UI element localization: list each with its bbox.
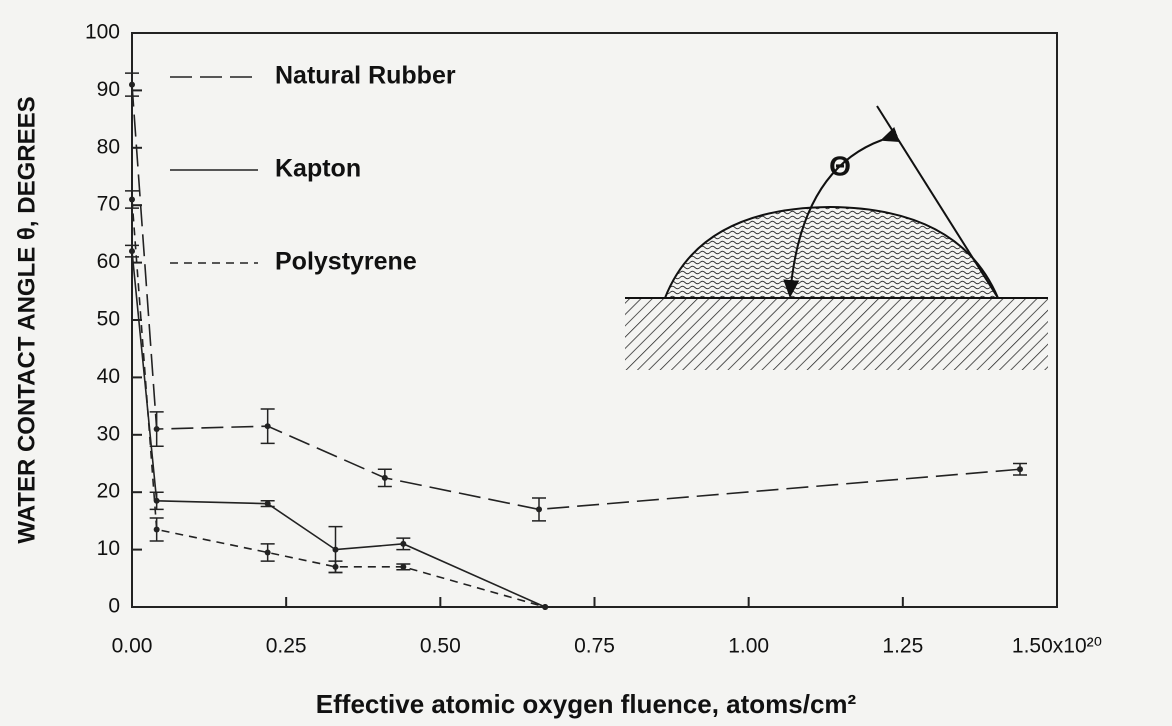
data-point [1017, 466, 1023, 472]
legend-label: Kapton [275, 155, 361, 183]
data-point [542, 604, 548, 610]
chart: Θ Effective atomic oxygen fluence, atoms… [0, 0, 1172, 726]
legend-label: Natural Rubber [275, 62, 456, 90]
data-point [382, 475, 388, 481]
y-tick-label: 50 [97, 308, 120, 331]
data-point [536, 506, 542, 512]
data-point [400, 564, 406, 570]
y-tick-label: 60 [97, 250, 120, 273]
x-axis-label: Effective atomic oxygen fluence, atoms/c… [316, 689, 857, 719]
data-point [333, 564, 339, 570]
series-line [132, 251, 545, 607]
data-point [400, 541, 406, 547]
data-point [265, 549, 271, 555]
data-point [154, 426, 160, 432]
legend-label: Polystyrene [275, 248, 417, 276]
y-axis-label: WATER CONTACT ANGLE θ, DEGREES [13, 96, 40, 543]
x-tick-label: 1.00 [728, 635, 769, 658]
x-tick-label: 0.00 [112, 635, 153, 658]
y-tick-label: 0 [108, 595, 120, 618]
inset-diagram: Θ [625, 106, 1048, 370]
substrate [625, 298, 1048, 370]
y-tick-label: 40 [97, 365, 120, 388]
data-point [333, 547, 339, 553]
angle-symbol: Θ [829, 150, 851, 181]
y-tick-label: 80 [97, 135, 120, 158]
data-point [129, 196, 135, 202]
data-point [154, 527, 160, 533]
x-tick-label: 1.50x10²⁰ [1012, 635, 1102, 658]
data-point [265, 501, 271, 507]
y-tick-label: 100 [85, 21, 120, 44]
data-point [129, 248, 135, 254]
x-tick-label: 0.25 [266, 635, 307, 658]
x-tick-label: 0.75 [574, 635, 615, 658]
data-point [265, 423, 271, 429]
y-tick-label: 10 [97, 537, 120, 560]
data-point [129, 82, 135, 88]
y-tick-label: 20 [97, 480, 120, 503]
y-tick-label: 70 [97, 193, 120, 216]
droplet [665, 207, 998, 298]
x-tick-label: 0.50 [420, 635, 461, 658]
y-tick-label: 30 [97, 422, 120, 445]
y-tick-label: 90 [97, 78, 120, 101]
x-tick-label: 1.25 [882, 635, 923, 658]
